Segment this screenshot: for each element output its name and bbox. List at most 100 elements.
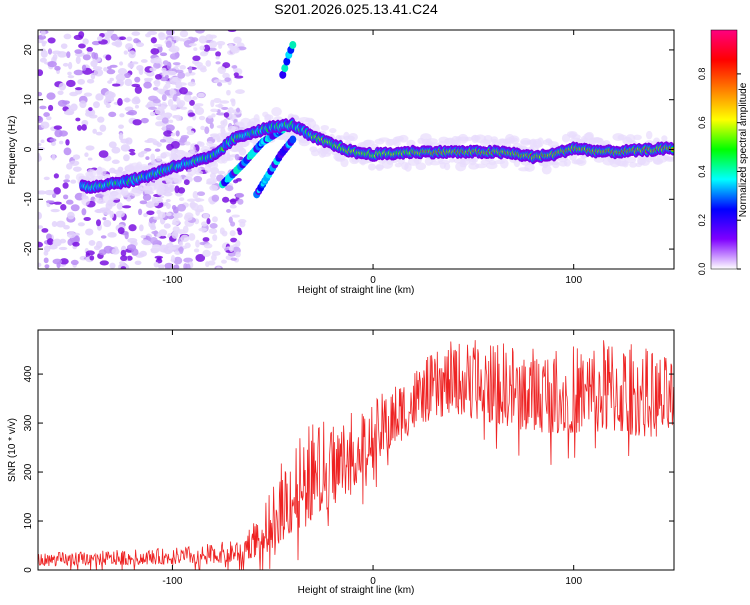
spectrogram-halo	[208, 160, 219, 171]
spectrogram-halo	[500, 158, 509, 169]
spectrogram-noise	[43, 250, 49, 256]
spectrogram-halo	[81, 196, 91, 206]
spectrogram-noise	[187, 112, 196, 117]
spectrogram-halo	[464, 136, 473, 142]
spectrogram-noise	[187, 81, 196, 87]
colorbar-tick-label: 0.4	[697, 165, 707, 178]
spectrogram-noise	[129, 151, 136, 156]
spectrogram-halo	[173, 174, 183, 185]
y-tick-label: 0	[23, 567, 34, 573]
colorbar-tick-label: 0.0	[697, 263, 707, 276]
spectrogram-noise	[84, 152, 89, 158]
spectrogram-noise	[175, 130, 180, 137]
spectrogram-noise	[73, 69, 84, 76]
spectrogram-noise	[45, 200, 55, 204]
spectrogram-noise	[131, 31, 141, 36]
spectrogram-halo	[471, 156, 479, 163]
spectrogram-noise	[179, 87, 188, 95]
spectrogram-noise	[209, 184, 219, 191]
spectrogram-halo	[415, 162, 427, 171]
spectrogram-noise	[128, 224, 137, 232]
spectrogram-halo	[508, 135, 520, 145]
spectrogram-noise	[151, 222, 156, 229]
spectrogram-noise	[70, 179, 77, 184]
spectrogram-noise	[178, 241, 184, 247]
spectrogram-noise	[66, 231, 76, 239]
spectrogram-noise	[83, 216, 91, 221]
spectrogram-noise	[213, 97, 222, 104]
spectrogram-noise	[111, 83, 121, 87]
spectrogram-noise	[105, 201, 113, 210]
spectrogram-noise	[98, 150, 109, 158]
spectrogram-noise	[63, 147, 72, 156]
spectrogram-noise	[52, 258, 63, 265]
spectrogram-halo	[552, 160, 560, 166]
spectrogram-noise	[136, 42, 145, 48]
spectrogram-noise	[89, 255, 95, 261]
spectrogram-noise	[115, 210, 125, 218]
spectrogram-noise	[161, 94, 167, 101]
spectrogram-noise	[122, 205, 132, 209]
spectrogram-noise	[118, 124, 124, 129]
spectrogram-noise	[202, 213, 210, 219]
spectrogram-noise	[205, 60, 212, 67]
spectrogram-noise	[175, 81, 183, 89]
spectrogram-noise	[153, 197, 164, 204]
spectrogram-noise	[103, 32, 113, 37]
spectrogram-noise	[221, 106, 229, 111]
spectrogram-noise	[209, 172, 217, 179]
spectrogram-noise	[89, 114, 98, 119]
spectrogram-halo	[89, 169, 96, 178]
snr-xlabel: Height of straight line (km)	[298, 585, 415, 596]
spectrogram-halo	[661, 135, 668, 142]
spectrogram-noise	[139, 224, 144, 232]
colorbar-label: Normalized spectral amplitude	[738, 82, 749, 217]
spectrogram-noise	[62, 62, 69, 67]
spectrogram-noise	[163, 130, 173, 137]
spectrogram-noise	[99, 124, 107, 132]
spectrogram-noise	[156, 88, 165, 93]
spectrogram-noise	[161, 113, 168, 119]
spectrogram-noise	[100, 235, 107, 239]
y-tick-label: 400	[23, 365, 34, 382]
spectrogram-noise	[116, 202, 123, 210]
spectrogram-noise	[169, 88, 175, 96]
spectrogram-noise	[66, 79, 76, 88]
spectrogram-halo	[299, 138, 309, 144]
spectrogram-noise	[169, 53, 179, 60]
spectrogram-noise	[109, 210, 115, 219]
spectrogram-noise	[40, 50, 48, 58]
spectrogram-noise	[59, 258, 69, 265]
spectrogram-halo	[490, 136, 499, 143]
spectrogram-noise	[161, 124, 167, 132]
spectrogram-halo	[121, 191, 131, 198]
spectrogram-halo	[664, 156, 674, 162]
spectrogram-noise	[103, 245, 114, 254]
spectrogram-noise	[126, 244, 137, 251]
spectrogram-noise	[110, 33, 118, 41]
spectrogram-noise	[226, 89, 231, 96]
spectrogram-noise	[109, 64, 118, 68]
spectrogram-noise	[173, 264, 180, 269]
spectrogram-noise	[120, 249, 127, 257]
spectrogram-noise	[164, 263, 171, 269]
spectrogram-noise	[107, 232, 117, 238]
spectrogram-noise	[199, 45, 206, 51]
spectrogram-noise	[38, 91, 43, 97]
spectrogram-noise	[180, 136, 188, 141]
spectrogram-noise	[120, 255, 128, 262]
spectrogram-noise	[81, 124, 87, 131]
spectrogram-noise	[132, 119, 142, 126]
spectrogram-noise	[168, 119, 174, 123]
spectrogram-noise	[233, 72, 239, 77]
snr-axes: -100 0 100 0 100 200 300 400	[23, 330, 674, 587]
spectrogram-noise	[150, 37, 157, 44]
spectrogram-halo	[486, 162, 498, 170]
spectrogram-noise	[64, 174, 70, 180]
spectrogram-noise	[172, 218, 180, 226]
spectrogram-halo	[576, 157, 587, 166]
spectrogram-noise	[145, 33, 151, 38]
spectrogram-noise	[197, 92, 205, 98]
spectrogram-noise	[183, 94, 192, 102]
spectrogram-noise	[208, 228, 218, 235]
